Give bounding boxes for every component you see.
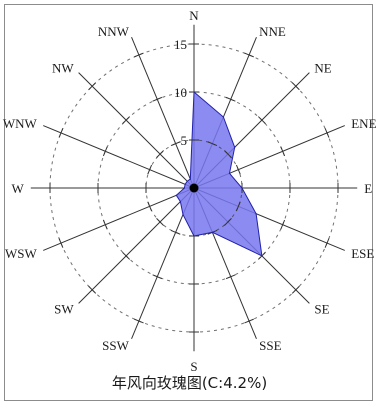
tick-nw-10 (122, 116, 131, 125)
direction-label-sw: SW (54, 301, 74, 316)
direction-label-e: E (364, 181, 372, 196)
value-point-e (241, 187, 243, 189)
direction-label-ese: ESE (351, 246, 374, 261)
tick-sw-15 (88, 285, 97, 294)
tick-ne-5 (224, 150, 232, 158)
spoke-wsw (43, 187, 195, 251)
tick-nw-15 (88, 82, 97, 91)
spoke-nnw (131, 37, 195, 189)
direction-label-se: SE (314, 301, 329, 316)
direction-label-sse: SSE (259, 338, 281, 353)
tick-ssw-10 (152, 274, 163, 280)
radial-tick-label-10: 10 (174, 85, 187, 100)
direction-label-w: W (12, 181, 25, 196)
direction-label-wnw: WNW (3, 116, 38, 131)
tick-wnw-10 (102, 146, 108, 157)
tick-sse-10 (225, 274, 236, 280)
radial-tick-label-15: 15 (174, 37, 187, 52)
radial-tick-labels: 5 10 15 (174, 37, 187, 148)
tick-ese-10 (280, 219, 286, 230)
direction-label-ene: ENE (351, 116, 376, 131)
radial-tick-label-5: 5 (181, 133, 188, 148)
tick-nne-15 (244, 52, 254, 58)
tick-wsw-10 (102, 219, 108, 230)
value-point-nw (186, 180, 188, 182)
spoke-nw (78, 72, 195, 189)
spoke-wnw (43, 125, 195, 189)
tick-wsw-5 (147, 201, 153, 212)
tick-ne-10 (257, 116, 266, 125)
tick-ssw-15 (134, 318, 144, 324)
value-point-nnw (189, 178, 191, 180)
value-point-ene (228, 172, 231, 174)
direction-label-nne: NNE (259, 24, 286, 39)
value-point-s (193, 235, 195, 237)
direction-label-n: N (189, 8, 199, 23)
tick-wsw-15 (58, 238, 64, 248)
direction-labels: N NNE NE ENE E ESE SE SSE S SSW SW WSW W WNW NW NNW (3, 8, 377, 374)
value-point-wnw (184, 183, 186, 185)
value-point-ssw (182, 214, 184, 216)
tick-sw-10 (122, 251, 131, 260)
direction-label-wsw: WSW (5, 246, 38, 261)
tick-ese-5 (235, 201, 241, 212)
direction-label-ne: NE (314, 61, 331, 76)
tick-se-15 (291, 285, 300, 294)
center-dot (189, 183, 199, 193)
tick-ene-10 (280, 146, 286, 157)
tick-ssw-5 (170, 229, 181, 235)
tick-nw-5 (156, 150, 164, 158)
value-point-sse (211, 231, 213, 233)
wind-frequency-polygon (175, 90, 263, 257)
value-point-sw (179, 200, 182, 203)
value-point-ne (234, 146, 236, 148)
tick-nnw-5 (170, 141, 181, 147)
direction-label-nnw: NNW (98, 24, 130, 39)
tick-ne-15 (291, 82, 300, 91)
spoke-sw (78, 187, 195, 304)
direction-label-s: S (190, 359, 197, 374)
tick-ene-15 (324, 128, 330, 138)
tick-nne-10 (225, 96, 236, 102)
value-point-n (193, 91, 195, 93)
value-point-wsw (175, 194, 177, 196)
tick-ene-5 (235, 164, 241, 175)
tick-sse-15 (244, 318, 254, 324)
tick-ese-15 (324, 238, 330, 248)
value-point-ese (255, 213, 257, 215)
tick-wnw-5 (147, 164, 153, 175)
tick-nnw-15 (134, 52, 144, 58)
direction-label-nw: NW (52, 61, 74, 76)
tick-nne-5 (207, 141, 218, 147)
tick-se-5 (224, 218, 232, 226)
tick-sw-5 (156, 218, 164, 226)
value-point-se (261, 255, 263, 257)
value-point-nne (222, 116, 224, 118)
tick-nnw-10 (152, 96, 163, 102)
direction-label-ssw: SSW (102, 338, 129, 353)
chart-caption: 年风向玫瑰图(C:4.2%) (111, 374, 268, 392)
tick-wnw-15 (58, 128, 64, 138)
value-point-w (183, 187, 185, 189)
